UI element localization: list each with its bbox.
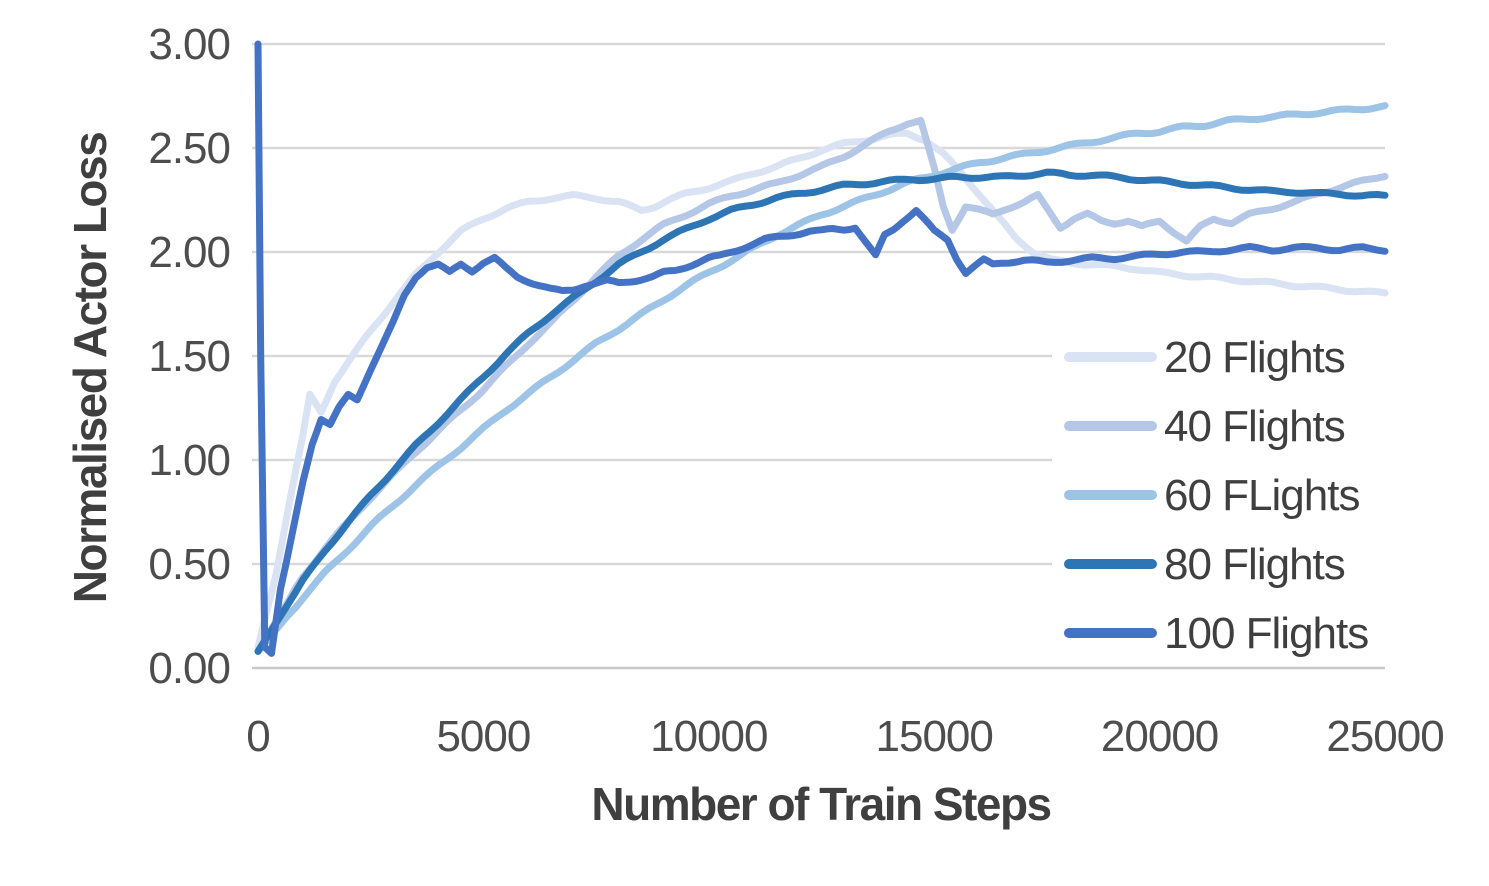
legend: 20 Flights 40 Flights 60 FLights 80 Flights… bbox=[1052, 323, 1467, 665]
series-line-80-flights bbox=[254, 168, 1389, 655]
y-tick-labels: 0.00 0.50 1.00 1.50 2.00 2.50 3.00 bbox=[148, 20, 231, 693]
x-tick-label: 15000 bbox=[876, 712, 993, 761]
series-lines bbox=[254, 40, 1389, 657]
y-tick-label: 1.50 bbox=[148, 332, 230, 381]
series-line-60-flights bbox=[254, 102, 1389, 655]
x-tick-labels: 0 5000 10000 15000 20000 25000 bbox=[246, 712, 1444, 761]
x-tick-label: 0 bbox=[246, 712, 269, 761]
x-tick-label: 5000 bbox=[436, 712, 530, 761]
y-tick-label: 0.50 bbox=[148, 540, 230, 589]
legend-label-40-flights: 40 Flights bbox=[1164, 402, 1345, 451]
y-tick-label: 1.00 bbox=[148, 436, 230, 485]
series-line-20-flights bbox=[254, 129, 1389, 651]
x-tick-label: 25000 bbox=[1326, 712, 1443, 761]
legend-label-100-flights: 100 Flights bbox=[1164, 609, 1368, 658]
series-line-40-flights bbox=[254, 116, 1389, 655]
y-tick-label: 2.00 bbox=[148, 228, 230, 277]
y-tick-label: 3.00 bbox=[148, 20, 230, 69]
y-tick-label: 0.00 bbox=[148, 644, 230, 693]
legend-label-60-flights: 60 FLights bbox=[1164, 471, 1359, 520]
legend-label-20-flights: 20 Flights bbox=[1164, 333, 1345, 382]
legend-label-80-flights: 80 Flights bbox=[1164, 540, 1345, 589]
x-tick-label: 10000 bbox=[650, 712, 767, 761]
y-axis-title: Normalised Actor Loss bbox=[64, 133, 116, 603]
x-axis-title: Number of Train Steps bbox=[591, 778, 1050, 830]
series-line-100-flights bbox=[254, 40, 1389, 657]
x-tick-label: 20000 bbox=[1101, 712, 1218, 761]
y-tick-label: 2.50 bbox=[148, 124, 230, 173]
